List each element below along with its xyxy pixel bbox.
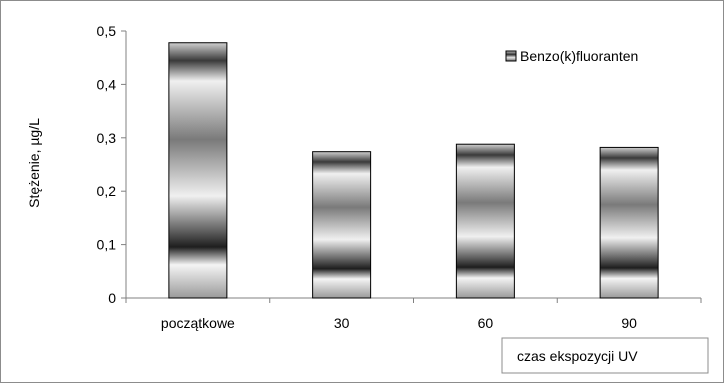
- legend-label: Benzo(k)fluoranten: [520, 48, 638, 64]
- bar: [599, 146, 659, 299]
- bar: [455, 143, 515, 299]
- legend-swatch: [505, 50, 517, 62]
- y-tick-label: 0,2: [97, 183, 117, 199]
- y-tick-label: 0,4: [97, 76, 117, 92]
- legend: Benzo(k)fluoranten: [505, 48, 638, 64]
- y-tick-label: 0,1: [97, 237, 117, 253]
- y-axis-title: Stężenie, µg/L: [26, 118, 42, 208]
- bar: [168, 42, 228, 299]
- x-tick-label: 90: [621, 315, 637, 331]
- x-tick-label: początkowe: [161, 315, 235, 331]
- bar: [312, 151, 372, 299]
- bars: [168, 42, 659, 299]
- x-ticks: początkowe 30 60 90: [125, 298, 702, 331]
- x-tick-label: 30: [334, 315, 350, 331]
- y-tick-label: 0: [108, 290, 116, 306]
- x-axis-title: czas ekspozycji UV: [517, 348, 638, 364]
- x-tick-label: 60: [478, 315, 494, 331]
- y-ticks: 0 0,1 0,2 0,3 0,4 0,5: [97, 23, 126, 306]
- x-axis-title-frame: [501, 337, 709, 374]
- x-axis-title-box: czas ekspozycji UV: [501, 337, 709, 374]
- y-tick-label: 0,3: [97, 130, 117, 146]
- y-tick-label: 0,5: [97, 23, 117, 39]
